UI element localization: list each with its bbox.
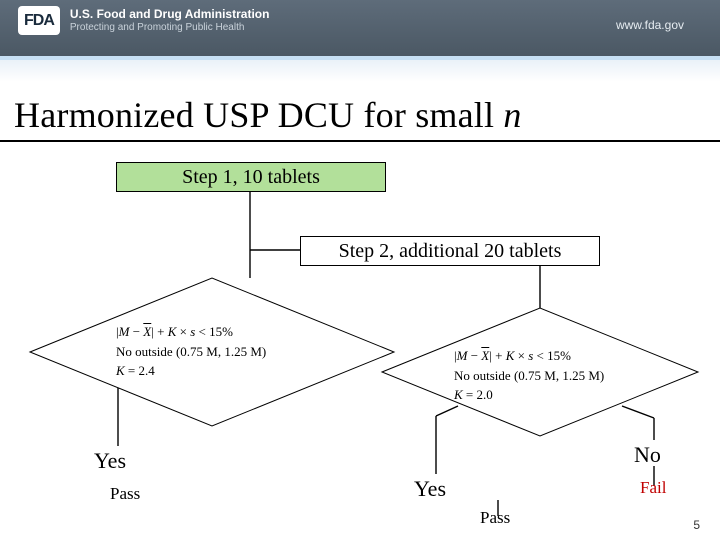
step-1-box: Step 1, 10 tablets — [116, 162, 386, 192]
pass-1-label: Pass — [110, 484, 140, 504]
yes-2-label: Yes — [414, 476, 446, 502]
diamond-2-formula: |M − X| + K × s < 15% No outside (0.75 M… — [454, 346, 634, 405]
d2-line3: K = 2.0 — [454, 385, 634, 405]
slide: FDA U.S. Food and Drug Administration Pr… — [0, 0, 720, 540]
step-2-box: Step 2, additional 20 tablets — [300, 236, 600, 266]
step-1-text: Step 1, 10 tablets — [182, 166, 320, 189]
d1-line1: |M − X| + K × s < 15% — [116, 322, 316, 342]
d2-line1: |M − X| + K × s < 15% — [454, 346, 634, 366]
d2-line2: No outside (0.75 M, 1.25 M) — [454, 366, 634, 386]
page-number: 5 — [693, 518, 700, 532]
no-label: No — [634, 442, 661, 468]
d1-line2: No outside (0.75 M, 1.25 M) — [116, 342, 316, 362]
step-2-text: Step 2, additional 20 tablets — [339, 240, 562, 263]
d1-line3: K = 2.4 — [116, 361, 316, 381]
fail-label: Fail — [640, 478, 666, 498]
yes-1-label: Yes — [94, 448, 126, 474]
diamond-1-formula: |M − X| + K × s < 15% No outside (0.75 M… — [116, 322, 316, 381]
pass-2-label: Pass — [480, 508, 510, 528]
